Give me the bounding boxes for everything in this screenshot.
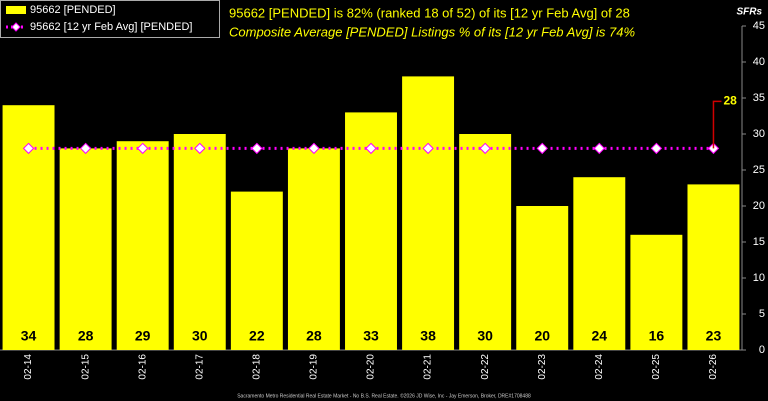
average-marker <box>536 142 548 155</box>
x-tick-label: 02-25 <box>651 354 662 380</box>
legend-marker <box>11 22 21 32</box>
bar <box>116 141 169 350</box>
bar <box>459 134 512 350</box>
y-tick-label: 40 <box>753 56 765 68</box>
x-tick-label: 02-17 <box>194 354 205 380</box>
average-marker <box>136 142 149 155</box>
bar <box>573 177 626 350</box>
average-marker <box>251 142 263 155</box>
chart-subtitle: Composite Average [PENDED] Listings % of… <box>229 24 635 39</box>
x-tick-label: 02-16 <box>137 354 148 380</box>
bar <box>230 191 283 350</box>
y-tick-label: 25 <box>753 164 765 176</box>
data-label: 28 <box>306 328 322 344</box>
y-tick-label: 45 <box>753 20 765 32</box>
x-tick-label: 02-23 <box>537 354 548 380</box>
x-tick-label: 02-21 <box>423 354 434 380</box>
data-label: 30 <box>192 328 208 344</box>
y-tick-label: 5 <box>759 308 765 320</box>
bar <box>173 134 226 350</box>
data-label: 16 <box>649 328 665 344</box>
x-tick-label: 02-22 <box>480 354 491 380</box>
legend-label: 95662 [PENDED] <box>30 4 116 16</box>
bar <box>687 184 740 350</box>
y-tick-label: 0 <box>759 344 765 356</box>
x-tick-label: 02-18 <box>251 354 262 380</box>
legend-label: 95662 [12 yr Feb Avg] [PENDED] <box>30 21 192 33</box>
x-tick-label: 02-14 <box>23 354 34 380</box>
average-marker <box>593 142 606 155</box>
chart-title: 95662 [PENDED] is 82% (ranked 18 of 52) … <box>229 5 630 20</box>
average-marker <box>365 142 377 155</box>
bar <box>59 148 112 350</box>
data-label: 22 <box>249 328 265 344</box>
data-label: 34 <box>21 328 37 344</box>
legend-swatch <box>6 6 26 14</box>
y-tick-label: 30 <box>753 128 765 140</box>
bar <box>630 234 683 350</box>
bar <box>516 206 569 350</box>
x-tick-label: 02-20 <box>366 354 377 380</box>
bar <box>402 76 455 351</box>
data-label: 28 <box>78 328 94 344</box>
legend-box <box>0 0 220 38</box>
average-marker <box>79 142 92 155</box>
y-tick-label: 15 <box>753 236 765 248</box>
data-label: 23 <box>706 328 722 344</box>
average-marker <box>22 142 35 155</box>
y-axis-label: SFRs <box>736 7 762 18</box>
data-label: 38 <box>420 328 436 344</box>
average-marker <box>650 142 663 155</box>
footer: Sacramento Metro Residential Real Estate… <box>237 392 531 399</box>
average-marker <box>308 142 320 155</box>
x-tick-label: 02-15 <box>80 354 91 380</box>
data-label: 33 <box>363 328 379 344</box>
x-tick-label: 02-24 <box>594 354 605 380</box>
data-label: 24 <box>592 328 608 344</box>
average-marker <box>194 142 206 155</box>
data-label: 30 <box>477 328 493 344</box>
x-tick-label: 02-19 <box>309 354 320 380</box>
x-tick-label: 02-26 <box>708 354 719 380</box>
y-tick-label: 35 <box>753 92 765 104</box>
data-label: 29 <box>135 328 151 344</box>
bar <box>2 105 55 350</box>
annotation-label: 28 <box>723 94 737 108</box>
bar <box>287 148 340 350</box>
y-tick-label: 20 <box>753 200 765 212</box>
annotation-connector <box>712 100 722 149</box>
average-marker <box>479 142 491 155</box>
y-tick-label: 10 <box>753 272 765 284</box>
data-label: 20 <box>534 328 550 344</box>
average-marker <box>422 142 434 155</box>
